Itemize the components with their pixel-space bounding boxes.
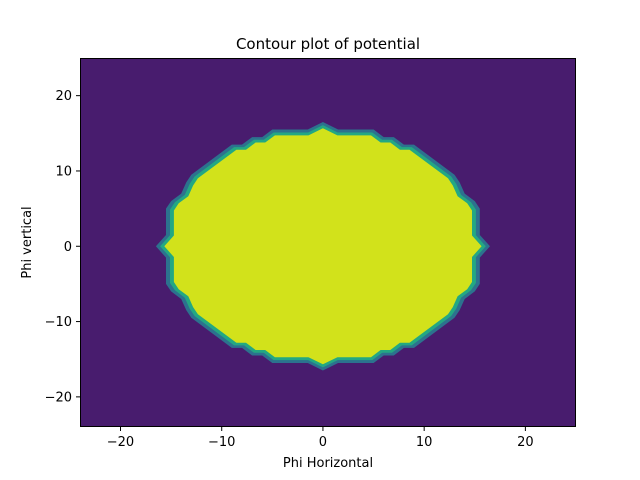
x-tick-label: 0 [319, 435, 327, 450]
y-axis-title: Phi vertical [20, 206, 35, 278]
y-tick-label: 10 [55, 164, 72, 179]
y-axis: −20 −10 0 10 20 [45, 89, 80, 405]
x-axis-title: Phi Horizontal [283, 456, 373, 471]
y-tick-label: 20 [55, 89, 72, 104]
x-tick-label: −10 [208, 435, 235, 450]
x-tick-label: 10 [416, 435, 433, 450]
y-tick-label: −10 [45, 315, 72, 330]
y-tick-label: −20 [45, 390, 72, 405]
chart-title: Contour plot of potential [236, 35, 420, 53]
x-tick-label: 20 [517, 435, 534, 450]
y-tick-label: 0 [64, 240, 72, 255]
plot-area [80, 58, 576, 427]
x-tick-label: −20 [107, 435, 134, 450]
x-axis: −20 −10 0 10 20 [107, 427, 534, 450]
